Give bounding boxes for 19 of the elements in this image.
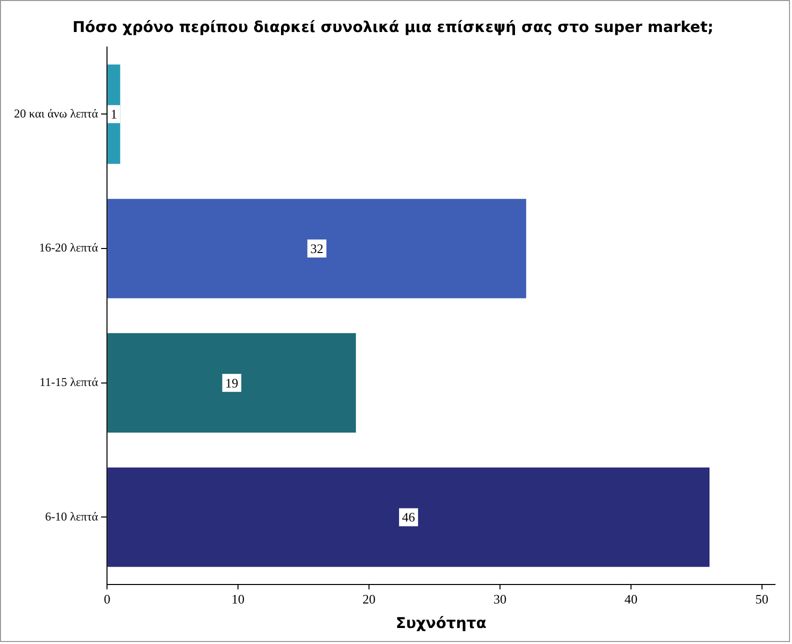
y-tick-label: 11-15 λεπτά: [40, 375, 99, 390]
chart-title: Πόσο χρόνο περίπου διαρκεί συνολικά μια επίσκεψή σας στο super market;: [72, 18, 714, 36]
bar: [108, 333, 356, 433]
data-label: 32: [310, 240, 324, 256]
x-tick-label: 50: [755, 592, 768, 607]
data-label: 46: [402, 510, 416, 525]
x-tick-label: 40: [624, 592, 638, 607]
y-tick-label: 20 και άνω λεπτά: [14, 106, 99, 120]
x-tick-label: 0: [104, 592, 110, 607]
y-tick-label: 6-10 λεπτά: [45, 509, 99, 524]
bar: [108, 468, 710, 567]
bar: [108, 198, 526, 298]
x-tick-label: 10: [232, 592, 245, 607]
x-tick-label: 30: [493, 592, 506, 607]
x-axis-title: Συχνότητα: [396, 614, 486, 632]
data-label: 19: [225, 375, 238, 390]
y-tick-label: 16-20 λεπτά: [39, 240, 99, 255]
x-tick-label: 20: [362, 592, 376, 607]
data-label: 1: [110, 106, 118, 122]
